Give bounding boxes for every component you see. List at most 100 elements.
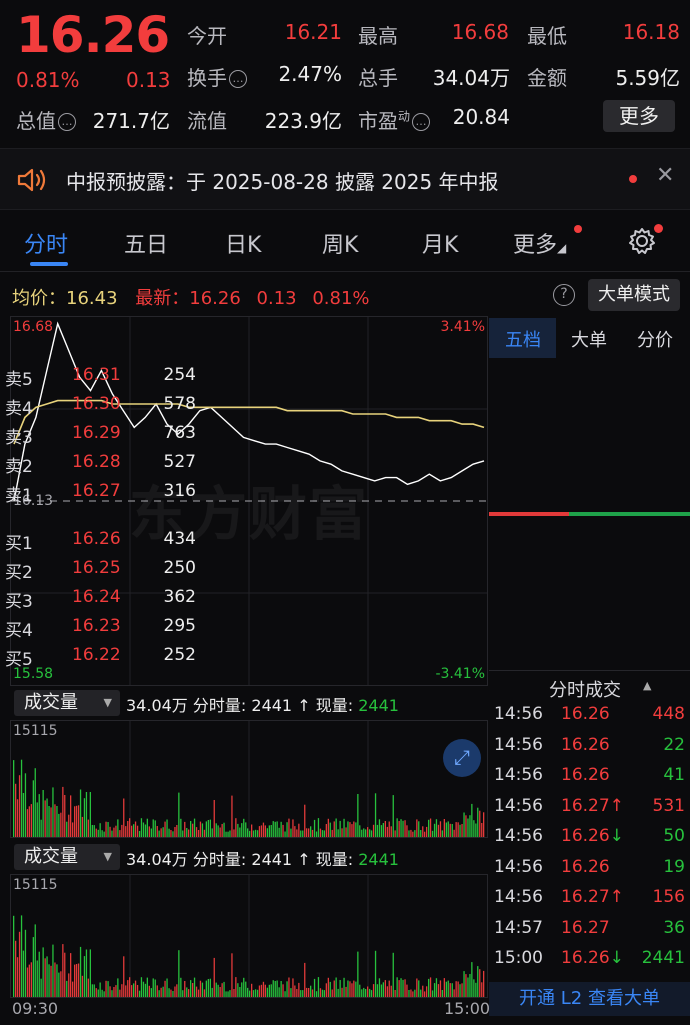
volume-bar bbox=[256, 830, 259, 837]
gear-icon[interactable] bbox=[627, 226, 657, 256]
volume-bar bbox=[363, 828, 365, 837]
book-row[interactable]: 买5 16.22 252 bbox=[0, 641, 201, 670]
volume-bar bbox=[13, 915, 15, 997]
volume-bar bbox=[127, 980, 129, 997]
big-order-mode-button[interactable]: 大单模式 bbox=[588, 279, 680, 311]
tab-five-levels[interactable]: 五档 bbox=[505, 330, 541, 351]
book-row[interactable]: 卖1 16.27 316 bbox=[0, 477, 201, 506]
volume-bar bbox=[327, 977, 329, 997]
volume-bar bbox=[101, 989, 103, 997]
volume-bar bbox=[449, 823, 451, 837]
indicator-select[interactable]: 成交量 ▼ bbox=[14, 690, 120, 716]
volume-bar bbox=[243, 977, 245, 997]
volume-bar bbox=[333, 980, 335, 997]
trade-price: 16.26 bbox=[561, 704, 610, 724]
book-row[interactable]: 买1 16.26 434 bbox=[0, 525, 201, 554]
tab-five-day[interactable]: 五日 bbox=[124, 233, 169, 258]
tab-fenshi[interactable]: 分时 bbox=[24, 233, 69, 258]
volume-bar bbox=[209, 978, 211, 997]
question-icon[interactable]: ? bbox=[553, 284, 575, 306]
volume-bar bbox=[215, 823, 217, 837]
volume-bar bbox=[400, 978, 402, 997]
volume-bar bbox=[115, 985, 117, 997]
trade-price: 16.26↓ bbox=[561, 826, 624, 846]
volume-bar bbox=[162, 986, 164, 997]
volume-bar bbox=[380, 825, 383, 837]
volume-bar bbox=[215, 982, 217, 997]
current-price: 16.26 bbox=[16, 6, 170, 64]
volume-bar bbox=[109, 826, 111, 837]
volume-bar bbox=[313, 978, 316, 997]
volume-bar bbox=[457, 822, 459, 837]
notice-bar[interactable]: 中报预披露：于 2025-08-28 披露 2025 年中报 ✕ bbox=[0, 148, 690, 210]
book-row[interactable]: 买3 16.24 362 bbox=[0, 583, 201, 612]
volume-bar bbox=[461, 824, 463, 837]
trade-time: 14:56 bbox=[494, 856, 543, 877]
trades-header[interactable]: 分时成交 ▲ bbox=[489, 670, 690, 702]
tab-month-k[interactable]: 月K bbox=[422, 233, 459, 258]
book-row[interactable]: 买2 16.25 250 bbox=[0, 554, 201, 583]
volume-bar bbox=[445, 822, 447, 837]
volume-bar bbox=[254, 989, 257, 997]
open-value: 16.21 bbox=[284, 20, 342, 44]
tab-day-k[interactable]: 日K bbox=[225, 233, 262, 258]
book-row[interactable]: 卖5 16.31 254 bbox=[0, 361, 201, 390]
book-level-label: 卖3 bbox=[5, 428, 33, 448]
tab-more[interactable]: 更多◢ bbox=[513, 233, 567, 258]
volume-bar bbox=[87, 819, 89, 837]
volume-bar bbox=[394, 990, 396, 997]
volume-bar bbox=[42, 947, 44, 997]
tab-week-k[interactable]: 周K bbox=[322, 233, 359, 258]
book-row[interactable]: 卖4 16.30 578 bbox=[0, 390, 201, 419]
expand-icon[interactable]: ⤢ bbox=[443, 739, 481, 777]
book-price: 16.22 bbox=[72, 645, 121, 665]
trade-volume: 50 bbox=[663, 826, 685, 846]
volume-bar bbox=[276, 980, 278, 997]
volume-bar bbox=[105, 980, 107, 997]
volume-bar bbox=[355, 981, 357, 997]
volume-bar bbox=[396, 977, 398, 997]
close-icon[interactable]: ✕ bbox=[656, 163, 675, 188]
turnover-label[interactable]: 换手… bbox=[187, 62, 247, 91]
more-button[interactable]: 更多 bbox=[603, 100, 675, 132]
mktcap-label[interactable]: 总值… bbox=[16, 105, 76, 134]
volume-bar bbox=[390, 826, 392, 837]
volume-bar bbox=[60, 812, 62, 837]
volume-bar bbox=[18, 931, 21, 997]
book-row[interactable]: 卖3 16.29 763 bbox=[0, 419, 201, 448]
volume-bar bbox=[245, 981, 247, 997]
volume-bar bbox=[475, 823, 477, 837]
volume-bar bbox=[252, 990, 255, 997]
volume-bar bbox=[101, 830, 103, 837]
info-icon: … bbox=[58, 113, 76, 131]
volume-bar bbox=[229, 990, 231, 997]
volume-bar bbox=[229, 830, 231, 837]
volume-bar bbox=[353, 821, 355, 837]
open-l2-link[interactable]: 开通 L2 查看大单 bbox=[489, 982, 690, 1016]
book-row[interactable]: 买4 16.23 295 bbox=[0, 612, 201, 641]
volume-bar bbox=[20, 915, 23, 997]
volume-bar bbox=[428, 978, 430, 997]
volume-bar bbox=[195, 827, 198, 837]
volume-bar bbox=[304, 804, 306, 837]
volume-bar bbox=[284, 831, 286, 837]
volume-bar bbox=[62, 786, 64, 837]
volume-bar bbox=[28, 964, 30, 997]
volume-bar bbox=[473, 820, 475, 837]
book-row[interactable]: 卖2 16.28 527 bbox=[0, 448, 201, 477]
trade-price: 16.26 bbox=[561, 734, 610, 755]
volume-bar bbox=[142, 981, 145, 997]
volume-bar bbox=[357, 951, 359, 997]
pe-label[interactable]: 市盈动… bbox=[358, 105, 431, 134]
volume-bar bbox=[66, 821, 68, 837]
book-level-label: 买4 bbox=[5, 621, 33, 641]
intraday-chart[interactable]: 东方财富 16.68 16.13 15.58 3.41% -3.41% bbox=[10, 316, 488, 686]
info-icon: … bbox=[229, 70, 247, 88]
volume-bar bbox=[156, 826, 158, 837]
indicator-select[interactable]: 成交量 ▼ bbox=[14, 844, 120, 870]
volume-bar bbox=[217, 984, 219, 997]
volume-bar bbox=[144, 824, 147, 837]
tab-big-orders[interactable]: 大单 bbox=[571, 330, 607, 351]
tab-price-distribution[interactable]: 分价 bbox=[637, 330, 673, 351]
volume-bar bbox=[188, 829, 190, 837]
